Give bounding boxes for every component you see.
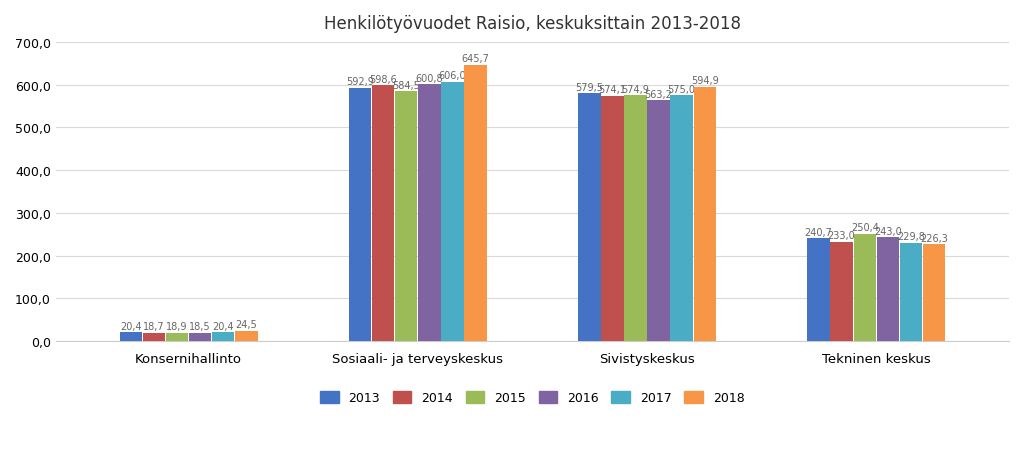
Bar (671, 96, 693, 341)
Text: 18,9: 18,9 (166, 322, 187, 331)
Bar (189, 334, 211, 341)
Bar (625, 96, 647, 341)
Text: 233,0: 233,0 (827, 230, 855, 240)
Text: 645,7: 645,7 (462, 54, 489, 64)
Text: 250,4: 250,4 (851, 223, 879, 233)
Bar (693, 88, 716, 341)
Legend: 2013, 2014, 2015, 2016, 2017, 2018: 2013, 2014, 2015, 2016, 2017, 2018 (314, 386, 750, 409)
Bar (120, 333, 142, 341)
Text: 600,8: 600,8 (416, 73, 443, 84)
Text: 575,0: 575,0 (668, 84, 695, 95)
Text: 18,7: 18,7 (143, 322, 165, 332)
Text: 240,7: 240,7 (805, 227, 833, 237)
Title: Henkilötyövuodet Raisio, keskuksittain 2013-2018: Henkilötyövuodet Raisio, keskuksittain 2… (324, 15, 741, 33)
Text: 243,0: 243,0 (873, 226, 902, 236)
Bar (830, 242, 853, 341)
Text: 20,4: 20,4 (120, 321, 141, 331)
Text: 574,9: 574,9 (622, 84, 649, 95)
Bar (807, 239, 829, 341)
Text: 598,6: 598,6 (370, 74, 397, 84)
Bar (212, 333, 234, 341)
Bar (142, 333, 165, 341)
Text: 24,5: 24,5 (236, 319, 257, 329)
Bar (601, 96, 624, 341)
Text: 584,5: 584,5 (392, 80, 420, 90)
Bar (877, 238, 899, 341)
Bar (579, 94, 600, 341)
Text: 592,9: 592,9 (346, 77, 374, 87)
Bar (372, 86, 394, 341)
Bar (900, 243, 922, 341)
Bar (236, 331, 257, 341)
Text: 226,3: 226,3 (920, 233, 948, 243)
Text: 18,5: 18,5 (189, 322, 211, 332)
Text: 563,2: 563,2 (645, 90, 673, 100)
Bar (395, 92, 418, 341)
Bar (166, 333, 188, 341)
Text: 579,5: 579,5 (575, 83, 603, 92)
Bar (464, 66, 486, 341)
Bar (441, 83, 464, 341)
Bar (923, 245, 945, 341)
Bar (647, 101, 670, 341)
Text: 574,1: 574,1 (598, 85, 627, 95)
Text: 20,4: 20,4 (212, 321, 234, 331)
Bar (349, 89, 372, 341)
Bar (854, 235, 876, 341)
Text: 606,0: 606,0 (438, 71, 466, 81)
Text: 594,9: 594,9 (691, 76, 719, 86)
Bar (418, 85, 440, 341)
Text: 229,8: 229,8 (897, 232, 925, 241)
